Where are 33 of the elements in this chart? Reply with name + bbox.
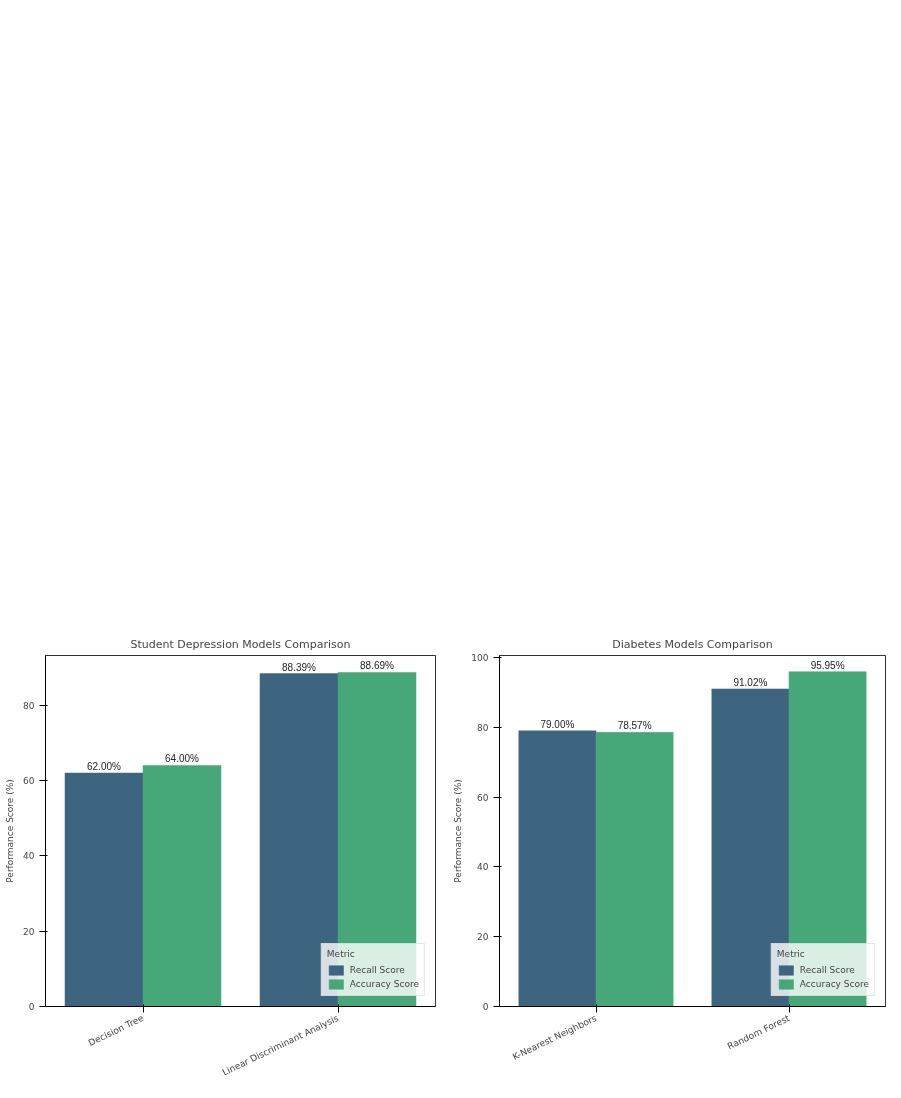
y-tick-label: 80: [477, 722, 489, 733]
data-label: 95.95%: [810, 659, 845, 671]
legend-label: Accuracy Score: [349, 979, 419, 989]
legend-label: Accuracy Score: [799, 979, 869, 989]
y-tick-label: 80: [23, 700, 35, 711]
data-label: 79.00%: [540, 718, 575, 730]
legend-title: Metric: [776, 949, 806, 959]
data-label: 62.00%: [87, 761, 122, 772]
y-tick-label: 0: [482, 1002, 489, 1012]
y-tick-label: 0: [28, 1002, 35, 1012]
data-label: 88.39%: [282, 661, 317, 673]
y-tick-label: 20: [23, 926, 35, 937]
y-tick-label: 20: [477, 932, 489, 943]
y-tick-label: 60: [477, 792, 489, 803]
y-axis-title: Performance Score (%): [453, 779, 464, 883]
data-label: 91.02%: [733, 676, 768, 688]
data-label: 78.57%: [617, 720, 652, 732]
bar: [518, 730, 597, 1007]
y-tick-label: 40: [477, 862, 489, 873]
legend-label: Recall Score: [349, 965, 405, 975]
y-tick-label: 60: [23, 776, 35, 787]
chart-title: Student Depression Models Comparison: [130, 637, 351, 651]
data-label: 88.69%: [360, 660, 395, 672]
y-tick-label: 40: [23, 851, 35, 862]
legend-label: Recall Score: [799, 965, 855, 975]
data-label: 64.00%: [165, 753, 200, 765]
y-tick-label: 100: [471, 653, 489, 664]
bar: [64, 772, 144, 1007]
y-axis-title: Performance Score (%): [5, 779, 16, 883]
bar: [142, 765, 222, 1007]
bar: [595, 732, 674, 1007]
legend-title: Metric: [326, 949, 356, 959]
chart-title: Diabetes Models Comparison: [612, 637, 773, 651]
